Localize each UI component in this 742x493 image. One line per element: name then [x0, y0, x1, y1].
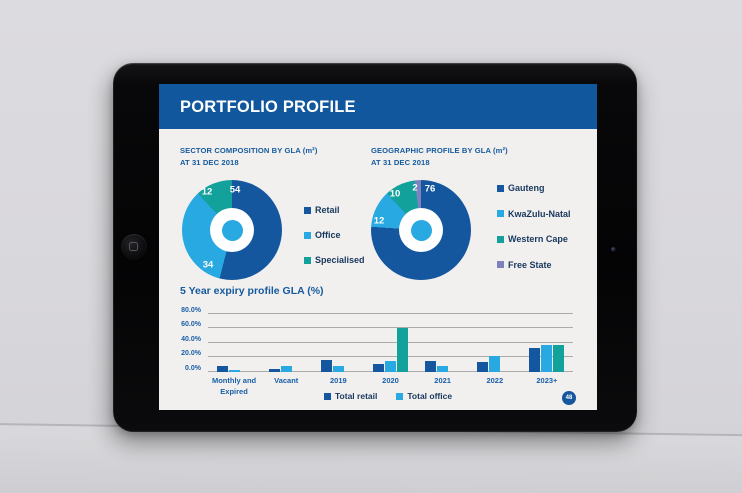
gridline	[208, 327, 573, 329]
legend-swatch	[304, 206, 311, 214]
legend-item-label: Office	[315, 230, 341, 240]
y-axis-tick-label: 40.0%	[181, 335, 201, 343]
expiry-chart-legend: Total retail Total office	[324, 391, 452, 401]
geographic-chart-title: GEOGRAPHIC PROFILE BY GLA (m²) AT 31 DEC…	[371, 145, 561, 168]
geographic-chart-title-line2: AT 31 DEC 2018	[371, 157, 430, 167]
expiry-bar-chart: 0.0% 20.0% 40.0% 60.0% 80.0%	[181, 307, 573, 372]
gridline	[208, 356, 573, 358]
gridline	[208, 313, 573, 314]
bar	[228, 370, 240, 372]
x-axis-category-label: 2021	[434, 376, 451, 385]
legend-item: Specialised	[304, 255, 365, 265]
y-axis-tick-label: 20.0%	[181, 350, 201, 358]
legend-item: Total retail	[324, 391, 377, 401]
page-number-badge: 48	[562, 391, 576, 405]
expiry-chart-title: 5 Year expiry profile GLA (%)	[180, 285, 324, 297]
x-axis-category-label: 2022	[486, 376, 504, 385]
bar-group	[425, 361, 449, 372]
bar	[397, 327, 408, 372]
sector-donut-chart: 54 34 12	[182, 180, 282, 280]
legend-item-label: Total office	[407, 391, 453, 401]
front-camera-icon	[611, 247, 616, 252]
legend-item: Free State	[497, 260, 571, 270]
donut-center-dot	[410, 219, 432, 241]
legend-item: Office	[304, 230, 365, 240]
donut-data-label: 34	[202, 259, 214, 271]
donut-data-label: 12	[373, 215, 385, 227]
legend-item-label: Retail	[315, 205, 340, 215]
x-axis-category-label: Monthly and Expired	[211, 376, 257, 396]
bar	[425, 361, 437, 372]
legend-item: Retail	[304, 205, 365, 215]
sector-chart-legend: Retail Office Specialised	[304, 205, 365, 280]
bar	[553, 344, 565, 372]
bar	[541, 344, 553, 372]
x-axis-category-label: Vacant	[274, 376, 299, 385]
y-axis-tick-label: 60.0%	[181, 321, 201, 329]
donut-data-label: 54	[229, 184, 241, 196]
x-axis-category-label: 2023+	[536, 376, 558, 385]
bar-group	[529, 344, 565, 372]
bar	[320, 360, 332, 372]
tablet-screen: PORTFOLIO PROFILE SECTOR COMPOSITION BY …	[159, 84, 597, 410]
legend-item-label: Total retail	[335, 391, 378, 401]
geographic-donut-chart: 76 12 10 2	[371, 180, 471, 280]
bar-group	[320, 360, 344, 372]
bar-group	[268, 366, 292, 372]
legend-item: Total office	[396, 391, 452, 401]
donut-data-label: 10	[389, 188, 401, 200]
legend-swatch	[304, 256, 311, 264]
sector-chart-title: SECTOR COMPOSITION BY GLA (m²) AT 31 DEC…	[180, 145, 370, 168]
bar	[373, 363, 384, 372]
legend-item-label: Gauteng	[508, 183, 545, 193]
bar	[332, 365, 344, 372]
legend-item: Gauteng	[497, 183, 571, 193]
bar-group	[216, 366, 240, 372]
legend-item-label: Free State	[508, 259, 552, 270]
donut-data-label: 2	[412, 182, 418, 194]
tablet-device: PORTFOLIO PROFILE SECTOR COMPOSITION BY …	[113, 63, 637, 432]
legend-swatch	[497, 184, 504, 192]
y-axis-tick-label: 0.0%	[185, 364, 201, 372]
bar	[489, 356, 501, 372]
x-axis-category-label: 2019	[330, 376, 347, 385]
legend-item-label: Specialised	[315, 255, 365, 265]
donut-data-label: 12	[201, 186, 213, 198]
legend-item-label: Western Cape	[508, 234, 568, 244]
x-axis-category-label: 2020	[382, 376, 399, 385]
surface-below-seam	[0, 425, 742, 493]
slide-header-bar: PORTFOLIO PROFILE	[159, 84, 597, 129]
page-title: PORTFOLIO PROFILE	[180, 98, 356, 116]
bar	[216, 366, 228, 372]
home-button-icon	[129, 242, 138, 251]
geographic-chart-legend: Gauteng KwaZulu-Natal Western Cape Free Sta…	[497, 183, 571, 285]
donut-data-label: 76	[424, 183, 436, 195]
sector-chart-title-line1: SECTOR COMPOSITION BY GLA (m²)	[180, 146, 318, 155]
bar	[280, 366, 292, 372]
legend-item-label: KwaZulu-Natal	[508, 208, 571, 219]
bar	[385, 360, 396, 372]
legend-swatch	[304, 231, 311, 239]
bar	[529, 347, 541, 372]
legend-swatch	[497, 235, 504, 243]
legend-swatch	[497, 261, 504, 268]
gridline	[208, 341, 573, 343]
sector-chart-title-line2: AT 31 DEC 2018	[180, 157, 239, 167]
bar-group	[373, 327, 408, 372]
home-button	[121, 234, 147, 260]
legend-swatch	[396, 392, 404, 400]
legend-item: KwaZulu-Natal	[497, 209, 571, 219]
geographic-chart-title-line1: GEOGRAPHIC PROFILE BY GLA (m²)	[371, 146, 508, 155]
legend-swatch	[324, 392, 331, 400]
bar	[477, 362, 489, 372]
legend-item: Western Cape	[497, 234, 571, 244]
y-axis-tick-label: 80.0%	[181, 307, 201, 314]
bar-group	[477, 356, 501, 372]
donut-center-dot	[221, 219, 243, 241]
bar	[437, 365, 449, 372]
legend-swatch	[497, 210, 504, 217]
bar	[268, 369, 280, 372]
